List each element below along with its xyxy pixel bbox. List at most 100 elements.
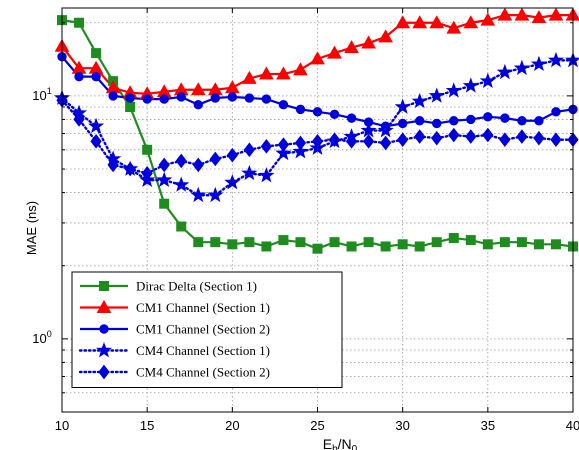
y-tick-label: 100 — [32, 329, 51, 346]
legend-item-1: Dirac Delta (Section 1) — [80, 279, 257, 294]
legend-marker — [98, 364, 110, 380]
data-point — [497, 7, 513, 21]
data-point — [448, 233, 459, 244]
legend-item-3: CM1 Channel (Section 2) — [80, 322, 270, 337]
data-point — [432, 118, 442, 129]
data-point — [108, 91, 118, 101]
data-point — [226, 147, 238, 163]
data-point — [548, 7, 564, 21]
data-point — [74, 71, 84, 82]
data-point — [412, 15, 428, 29]
data-point — [173, 176, 190, 192]
data-point — [207, 186, 224, 203]
data-point — [499, 237, 510, 248]
data-point — [551, 107, 561, 117]
data-point — [227, 92, 238, 102]
data-point — [91, 71, 101, 82]
data-point — [428, 87, 445, 103]
legend-item-2: CM1 Channel (Section 1) — [80, 299, 270, 315]
data-point — [466, 114, 476, 125]
x-axis-label: Eb/N0 — [323, 436, 358, 450]
legend-label: Dirac Delta (Section 1) — [136, 279, 257, 294]
data-point — [547, 51, 565, 68]
data-point — [261, 241, 272, 252]
data-point — [190, 82, 206, 96]
data-point — [431, 237, 442, 248]
data-point — [312, 243, 323, 254]
data-point — [73, 112, 85, 127]
data-point — [344, 40, 359, 54]
data-point — [533, 130, 545, 146]
data-point — [499, 132, 511, 148]
data-point — [397, 239, 408, 250]
data-point — [294, 135, 307, 151]
legend-marker — [99, 281, 109, 291]
data-point — [227, 239, 238, 250]
data-point — [414, 241, 425, 252]
series-3-points — [57, 51, 578, 131]
data-point — [176, 221, 187, 232]
data-point — [462, 77, 479, 93]
data-point — [480, 12, 496, 26]
data-point — [244, 237, 255, 248]
data-point — [361, 35, 376, 49]
data-point — [276, 66, 291, 80]
data-point — [74, 17, 85, 28]
legend-marker — [95, 342, 113, 358]
data-point — [159, 198, 170, 209]
data-point — [293, 62, 308, 76]
data-point — [142, 144, 153, 155]
data-point — [159, 94, 169, 104]
data-point — [530, 55, 547, 72]
data-point — [431, 130, 443, 146]
data-point — [90, 134, 102, 149]
legend-marker — [99, 324, 109, 334]
x-tick-label: 40 — [566, 418, 579, 433]
data-point — [483, 112, 493, 122]
data-point — [496, 63, 513, 80]
x-tick-label: 25 — [310, 418, 324, 433]
data-point — [261, 94, 272, 104]
data-point — [88, 117, 105, 134]
data-point — [244, 93, 255, 103]
data-point — [311, 134, 324, 149]
data-point — [158, 157, 170, 173]
data-point — [91, 48, 102, 59]
legend: Dirac Delta (Section 1) CM1 Channel (Sect… — [71, 271, 343, 388]
data-point — [346, 241, 357, 252]
series-lines — [60, 14, 575, 250]
data-point — [210, 93, 221, 103]
data-point — [329, 109, 340, 119]
data-point — [516, 129, 528, 144]
data-point — [363, 237, 374, 248]
data-point — [414, 129, 426, 144]
legend-marker — [96, 299, 112, 313]
data-point — [142, 94, 152, 104]
axis-ticks — [61, 8, 574, 413]
data-point — [328, 132, 341, 148]
data-point — [449, 116, 459, 126]
data-point — [192, 157, 204, 173]
data-point — [327, 45, 342, 59]
series-5-points — [56, 92, 579, 181]
data-point — [482, 127, 494, 143]
data-point — [513, 59, 530, 76]
data-point — [429, 15, 445, 29]
data-point — [176, 92, 186, 102]
data-point — [107, 157, 119, 173]
data-point — [193, 99, 203, 110]
data-point — [500, 113, 510, 123]
data-point — [175, 153, 187, 169]
data-point — [346, 113, 357, 123]
data-point — [517, 116, 527, 126]
data-point — [411, 92, 428, 109]
data-point — [156, 171, 173, 187]
data-point — [242, 70, 257, 84]
x-tick-label: 20 — [225, 418, 239, 433]
data-point — [124, 161, 136, 177]
data-point — [445, 82, 462, 98]
legend-item-4: CM4 Channel (Section 1) — [78, 342, 270, 358]
data-point — [362, 134, 375, 149]
data-point — [380, 135, 392, 151]
